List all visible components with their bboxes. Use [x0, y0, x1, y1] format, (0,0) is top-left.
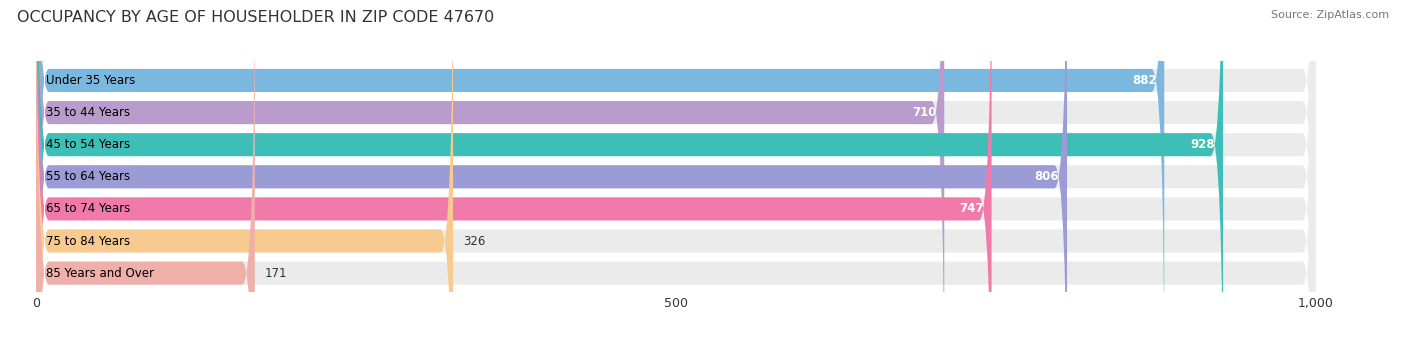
FancyBboxPatch shape [37, 0, 1223, 340]
FancyBboxPatch shape [37, 0, 1315, 340]
Text: 806: 806 [1035, 170, 1059, 183]
FancyBboxPatch shape [37, 0, 945, 340]
Text: 928: 928 [1191, 138, 1215, 151]
FancyBboxPatch shape [37, 0, 1315, 340]
FancyBboxPatch shape [37, 0, 991, 340]
Text: 747: 747 [959, 202, 984, 216]
Text: Source: ZipAtlas.com: Source: ZipAtlas.com [1271, 10, 1389, 20]
Text: 882: 882 [1132, 74, 1157, 87]
FancyBboxPatch shape [37, 0, 1315, 340]
Text: 326: 326 [464, 235, 485, 248]
Text: 75 to 84 Years: 75 to 84 Years [46, 235, 131, 248]
Text: 45 to 54 Years: 45 to 54 Years [46, 138, 131, 151]
FancyBboxPatch shape [37, 0, 453, 340]
FancyBboxPatch shape [37, 0, 1315, 340]
FancyBboxPatch shape [37, 0, 1315, 340]
FancyBboxPatch shape [37, 0, 1315, 340]
Text: 55 to 64 Years: 55 to 64 Years [46, 170, 131, 183]
Text: Under 35 Years: Under 35 Years [46, 74, 135, 87]
Text: 35 to 44 Years: 35 to 44 Years [46, 106, 131, 119]
Text: 171: 171 [264, 267, 287, 279]
Text: 85 Years and Over: 85 Years and Over [46, 267, 155, 279]
FancyBboxPatch shape [37, 0, 1315, 340]
FancyBboxPatch shape [37, 0, 1164, 340]
Text: 65 to 74 Years: 65 to 74 Years [46, 202, 131, 216]
FancyBboxPatch shape [37, 0, 254, 340]
Text: 710: 710 [912, 106, 936, 119]
Text: OCCUPANCY BY AGE OF HOUSEHOLDER IN ZIP CODE 47670: OCCUPANCY BY AGE OF HOUSEHOLDER IN ZIP C… [17, 10, 494, 25]
FancyBboxPatch shape [37, 0, 1067, 340]
